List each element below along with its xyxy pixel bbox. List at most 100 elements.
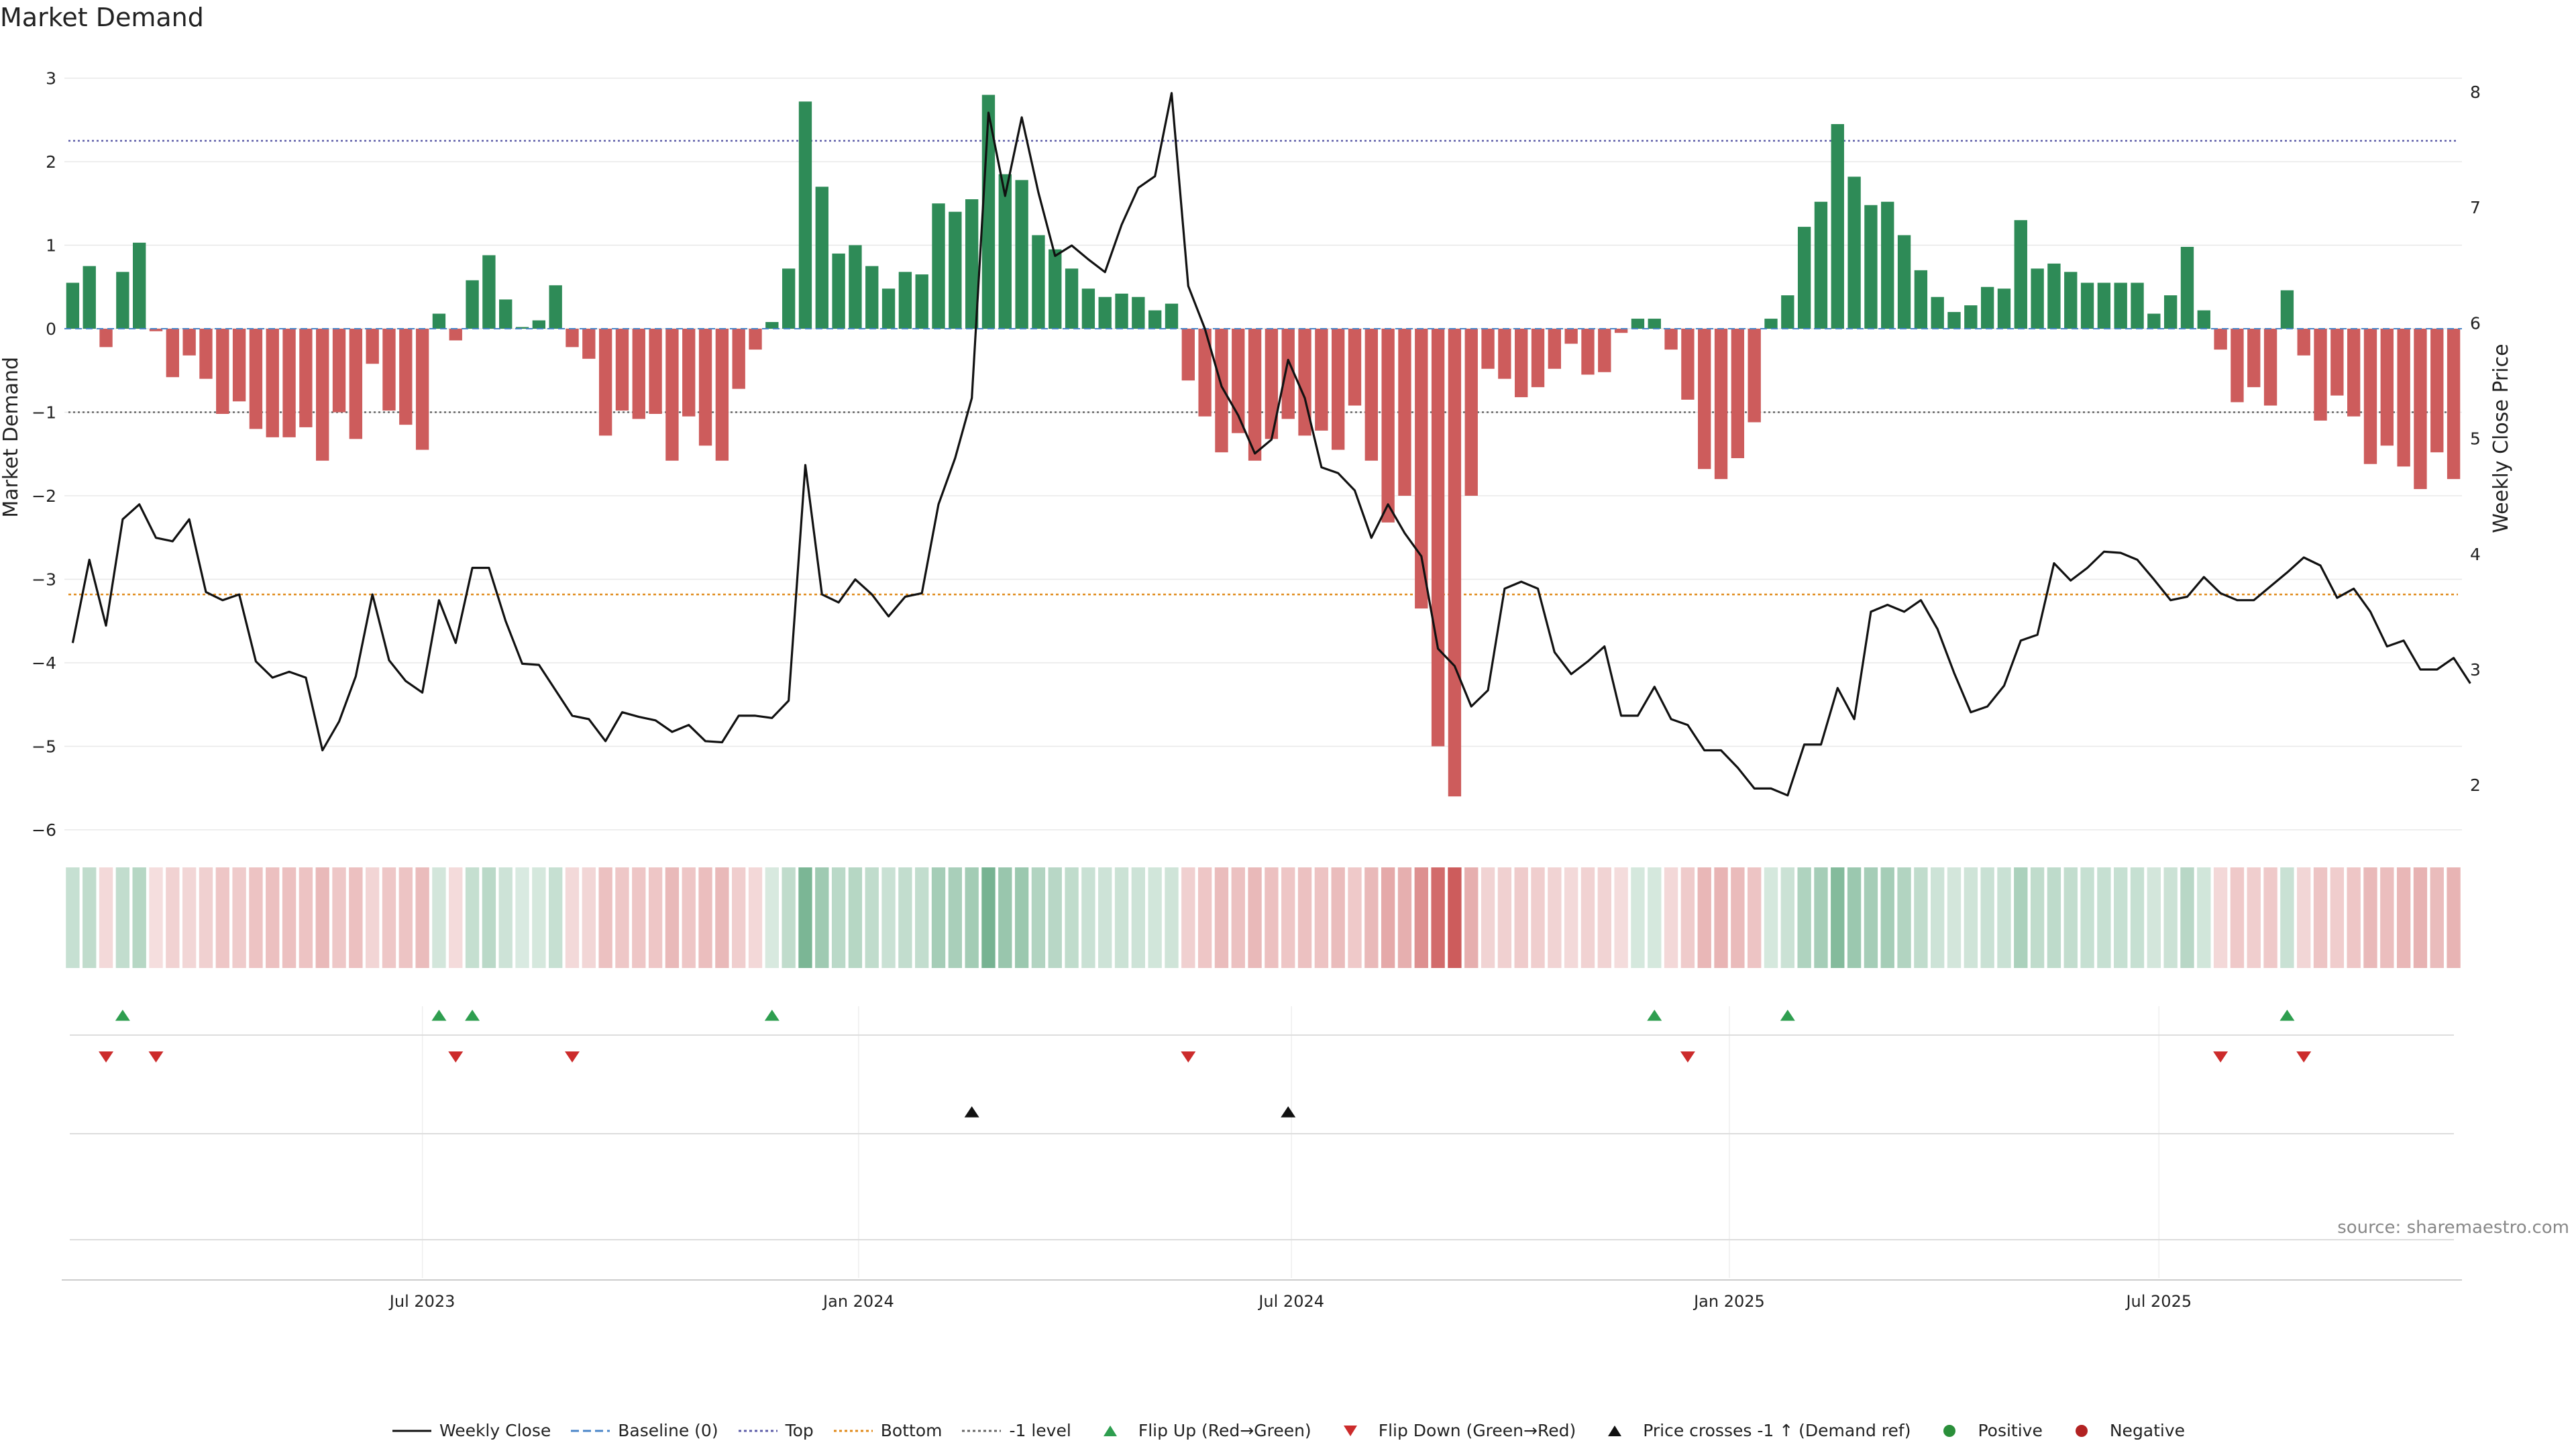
heat-cell	[881, 867, 896, 968]
heat-cell	[182, 867, 197, 968]
legend-symbol	[571, 1430, 610, 1432]
flip-down-marker	[2213, 1051, 2229, 1063]
heat-cell	[1364, 867, 1379, 968]
legend-label: Flip Up (Red→Green)	[1138, 1421, 1311, 1440]
demand-bar	[2247, 329, 2261, 388]
demand-bar	[1498, 329, 1511, 379]
demand-bar	[2064, 272, 2078, 329]
x-tick-label: Jan 2025	[1693, 1292, 1765, 1311]
demand-bar	[665, 329, 679, 461]
heat-cell	[2163, 867, 2178, 968]
demand-bar	[182, 329, 196, 356]
heat-cell	[582, 867, 596, 968]
demand-bar	[915, 274, 928, 329]
heat-cell	[2247, 867, 2261, 968]
demand-bar	[1897, 235, 1911, 329]
heat-cell	[1648, 867, 1662, 968]
legend-label: Baseline (0)	[618, 1421, 718, 1440]
heat-cell	[1964, 867, 1978, 968]
heat-cell	[2413, 867, 2428, 968]
demand-bar	[782, 268, 796, 329]
demand-bar	[299, 329, 313, 427]
demand-bar	[832, 253, 845, 329]
heat-cell	[1831, 867, 1845, 968]
heat-cell	[1031, 867, 1046, 968]
demand-bar	[1931, 297, 1944, 329]
heat-cell	[598, 867, 612, 968]
demand-bar	[2280, 290, 2294, 329]
demand-bar	[2414, 329, 2427, 490]
heat-cell	[1664, 867, 1678, 968]
demand-bar	[2380, 329, 2394, 446]
demand-bar	[566, 329, 579, 347]
price-cross-marker	[1281, 1106, 1296, 1118]
heat-cell	[948, 867, 963, 968]
demand-bar	[632, 329, 645, 419]
legend-item: Baseline (0)	[570, 1421, 718, 1440]
heat-cell	[2147, 867, 2161, 968]
demand-bar	[449, 329, 462, 341]
heat-cell	[1314, 867, 1329, 968]
heat-cell	[1131, 867, 1146, 968]
flip-up-marker	[1647, 1010, 1662, 1021]
demand-bar	[2197, 310, 2210, 329]
flip-down-marker	[564, 1051, 580, 1063]
heat-cell	[1065, 867, 1079, 968]
heat-cell	[1397, 867, 1412, 968]
heat-cell	[2430, 867, 2444, 968]
heat-cell	[1947, 867, 1962, 968]
flip-up-marker	[764, 1010, 780, 1021]
heat-cell	[83, 867, 97, 968]
demand-bar	[399, 329, 413, 425]
heat-cell	[2014, 867, 2028, 968]
y-tick-label: 1	[46, 236, 56, 256]
demand-bar	[932, 203, 945, 329]
demand-bar	[482, 255, 496, 329]
heat-cell	[382, 867, 396, 968]
heat-cell	[1081, 867, 1095, 968]
heat-cell	[2447, 867, 2461, 968]
heat-cell	[665, 867, 680, 968]
legend-item: Flip Up (Red→Green)	[1090, 1421, 1311, 1440]
heat-cell	[1864, 867, 1878, 968]
demand-bar	[649, 329, 662, 414]
demand-bar	[282, 329, 296, 437]
demand-bar	[1381, 329, 1395, 523]
demand-bar	[1232, 329, 1245, 433]
heat-cell	[548, 867, 563, 968]
demand-bar	[1364, 329, 1379, 461]
heat-cell	[931, 867, 946, 968]
demand-bar	[2163, 295, 2178, 329]
demand-bar	[1132, 297, 1145, 329]
demand-bar	[1914, 270, 1928, 329]
demand-bar	[532, 320, 546, 329]
heat-cell	[2197, 867, 2211, 968]
legend-symbol	[833, 1430, 873, 1432]
demand-bar	[1181, 329, 1195, 381]
heat-cell	[1580, 867, 1595, 968]
demand-bar	[199, 329, 213, 379]
demand-bar	[2263, 329, 2277, 406]
heat-cell	[632, 867, 646, 968]
legend-item: Flip Down (Green→Red)	[1330, 1421, 1576, 1440]
heat-cell	[831, 867, 846, 968]
heat-cell	[1181, 867, 1195, 968]
legend-item: Bottom	[833, 1421, 942, 1440]
demand-bar	[1881, 201, 1894, 329]
heat-cell	[915, 867, 929, 968]
demand-bar	[149, 329, 163, 331]
heat-cell	[1897, 867, 1911, 968]
heat-cell	[2047, 867, 2061, 968]
demand-bar	[898, 272, 912, 329]
demand-bar	[1614, 329, 1628, 333]
heat-cell	[1880, 867, 1894, 968]
heat-cell	[1680, 867, 1695, 968]
demand-bar	[249, 329, 263, 429]
demand-bar	[1531, 329, 1545, 388]
y-tick-label: −6	[32, 820, 56, 840]
heat-cell	[1048, 867, 1062, 968]
y2-tick-label: 6	[2470, 313, 2481, 333]
demand-bar	[1764, 319, 1778, 329]
weekly-close-line	[71, 92, 2471, 797]
